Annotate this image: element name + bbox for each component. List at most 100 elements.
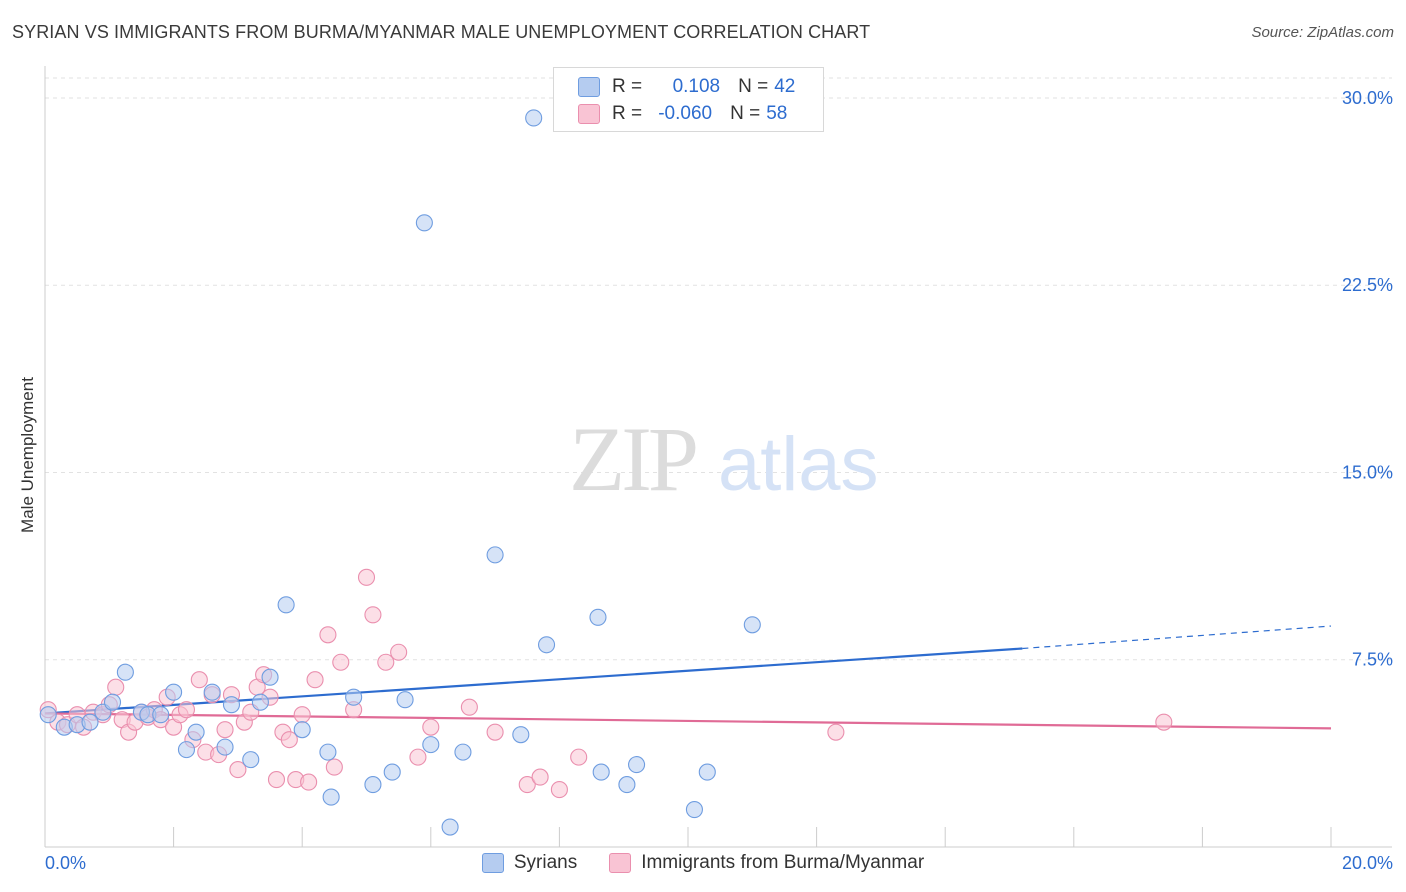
watermark-zip: ZIP: [569, 408, 696, 510]
syrians-n-value: 42: [774, 76, 796, 97]
syrians-swatch: [578, 77, 600, 97]
y-tick-label: 22.5%: [1342, 275, 1393, 295]
r-label: R =: [612, 103, 643, 124]
burma-point: [267, 771, 286, 789]
r-label: R =: [612, 76, 643, 97]
tick-labels: 7.5% 15.0% 22.5% 30.0% 0.0% 20.0%: [45, 88, 1393, 873]
syrians-r-value: 0.108: [672, 76, 721, 97]
burma-trend-line: [44, 712, 1332, 730]
burma-point: [390, 643, 408, 661]
syrians-point: [743, 616, 761, 634]
burma-point: [460, 698, 478, 716]
burma-point: [486, 723, 504, 741]
syrians-legend-swatch: [481, 853, 504, 873]
syrians-point: [203, 683, 221, 701]
burma-point: [280, 731, 298, 749]
syrians-point: [628, 756, 646, 774]
burma-point: [409, 748, 427, 766]
syrians-point: [222, 696, 241, 714]
syrians-point: [486, 546, 504, 564]
burma-legend-swatch: [609, 853, 632, 873]
syrians-point: [216, 738, 234, 756]
burma-point: [229, 761, 247, 779]
syrians-point: [698, 763, 716, 781]
burma-point: [325, 758, 343, 776]
burma-point: [518, 776, 536, 794]
syrians-point: [618, 776, 636, 794]
burma-point: [300, 773, 318, 791]
legend-row-syrians: R = 0.108 N = 42: [578, 75, 795, 99]
syrians-point: [345, 688, 363, 706]
burma-point: [550, 781, 568, 799]
data-points: [39, 109, 1173, 836]
burma-point: [570, 748, 588, 766]
trend-lines: [44, 625, 1332, 730]
syrians-point: [187, 723, 205, 741]
burma-r-value: -0.060: [658, 103, 713, 124]
syrians-point: [319, 743, 337, 761]
burma-point: [357, 568, 376, 586]
syrians-point: [165, 683, 183, 701]
burma-point: [332, 653, 350, 671]
syrians-point: [589, 608, 607, 626]
syrians-point: [512, 726, 530, 744]
syrians-point: [103, 693, 122, 711]
burma-point: [293, 706, 311, 724]
burma-point: [306, 671, 324, 689]
syrians-trend-extension: [1022, 625, 1332, 650]
y-tick-label: 30.0%: [1342, 88, 1393, 108]
burma-point: [377, 653, 395, 671]
burma-point: [827, 723, 845, 741]
syrians-point: [116, 663, 134, 681]
syrians-point: [81, 713, 99, 731]
syrians-point: [277, 596, 295, 614]
burma-point: [1155, 713, 1173, 731]
y-tick-label: 15.0%: [1342, 462, 1393, 482]
burma-point: [107, 678, 125, 696]
watermark-atlas: atlas: [718, 422, 879, 507]
syrians-point: [251, 693, 269, 711]
n-label: N =: [730, 103, 761, 124]
legend-item-burma[interactable]: Immigrants from Burma/Myanmar: [609, 852, 924, 874]
y-tick-label: 7.5%: [1352, 650, 1393, 670]
correlation-legend: R = 0.108 N = 42 R = -0.060 N = 58: [553, 67, 824, 132]
syrians-point: [592, 763, 610, 781]
burma-legend-label: Immigrants from Burma/Myanmar: [641, 852, 925, 873]
syrians-point: [415, 214, 433, 232]
burma-point: [177, 701, 196, 719]
x-tick-label-max: 20.0%: [1342, 853, 1393, 873]
syrians-point: [152, 706, 170, 724]
syrians-point: [39, 706, 57, 724]
burma-swatch: [578, 104, 600, 124]
legend-item-syrians[interactable]: Syrians: [481, 852, 578, 874]
burma-point: [319, 626, 337, 644]
syrians-point: [242, 751, 260, 769]
syrians-point: [364, 776, 382, 794]
syrians-point: [537, 636, 556, 654]
burma-point: [364, 606, 382, 624]
syrians-legend-label: Syrians: [513, 852, 578, 873]
watermark: ZIP atlas: [569, 408, 879, 510]
burma-point: [422, 718, 440, 736]
syrians-point: [322, 788, 340, 806]
y-axis-label: Male Unemployment: [18, 377, 37, 533]
chart-title: SYRIAN VS IMMIGRANTS FROM BURMA/MYANMAR …: [12, 22, 871, 42]
syrians-point: [293, 721, 311, 739]
syrians-point: [441, 818, 459, 836]
syrians-point: [396, 691, 414, 709]
syrians-point: [383, 763, 401, 781]
x-tick-label-min: 0.0%: [45, 853, 86, 873]
burma-point: [216, 721, 234, 739]
burma-n-value: 58: [766, 103, 788, 124]
syrians-point: [685, 800, 703, 819]
source-label: Source: ZipAtlas.com: [1251, 24, 1394, 41]
syrians-point: [261, 668, 279, 686]
syrians-point: [177, 741, 196, 759]
n-label: N =: [738, 76, 769, 97]
series-legend: Syrians Immigrants from Burma/Myanmar: [0, 852, 1406, 874]
syrians-point: [422, 736, 440, 754]
syrians-point: [525, 109, 543, 127]
syrians-point: [454, 743, 472, 761]
syrians-trend-line: [44, 647, 1023, 715]
